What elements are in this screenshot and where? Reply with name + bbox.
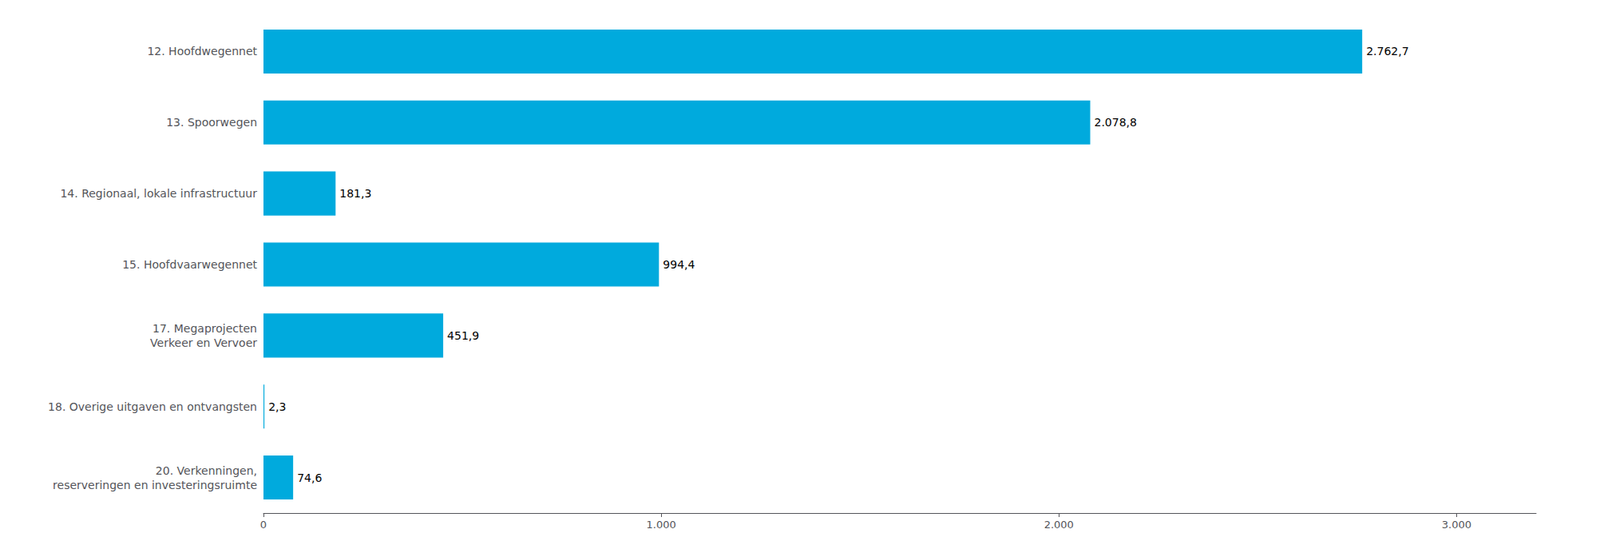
- svg-text:2.078,8: 2.078,8: [1094, 115, 1137, 129]
- svg-text:994,4: 994,4: [662, 257, 695, 271]
- svg-text:451,9: 451,9: [447, 328, 480, 342]
- svg-text:Verkeer en Vervoer: Verkeer en Vervoer: [150, 336, 258, 349]
- svg-text:12. Hoofdwegennet: 12. Hoofdwegennet: [146, 44, 258, 58]
- svg-text:15. Hoofdvaarwegennet: 15. Hoofdvaarwegennet: [122, 257, 258, 271]
- svg-text:2,3: 2,3: [268, 400, 286, 413]
- svg-text:18. Overige uitgaven en ontvan: 18. Overige uitgaven en ontvangsten: [47, 400, 258, 413]
- svg-text:20. Verkenningen,: 20. Verkenningen,: [155, 463, 258, 477]
- svg-text:2.000: 2.000: [1044, 518, 1074, 531]
- svg-text:0: 0: [260, 518, 267, 531]
- svg-text:181,3: 181,3: [339, 186, 372, 200]
- svg-text:17. Megaprojecten: 17. Megaprojecten: [152, 321, 258, 335]
- svg-text:13. Spoorwegen: 13. Spoorwegen: [166, 115, 258, 129]
- svg-text:74,6: 74,6: [297, 471, 322, 484]
- svg-text:reserveringen en investeringsr: reserveringen en investeringsruimte: [52, 478, 258, 492]
- svg-text:14. Regionaal, lokale infrastr: 14. Regionaal, lokale infrastructuur: [59, 186, 258, 200]
- svg-text:3.000: 3.000: [1441, 518, 1472, 531]
- svg-text:2.762,7: 2.762,7: [1366, 44, 1409, 58]
- svg-text:1.000: 1.000: [646, 518, 677, 531]
